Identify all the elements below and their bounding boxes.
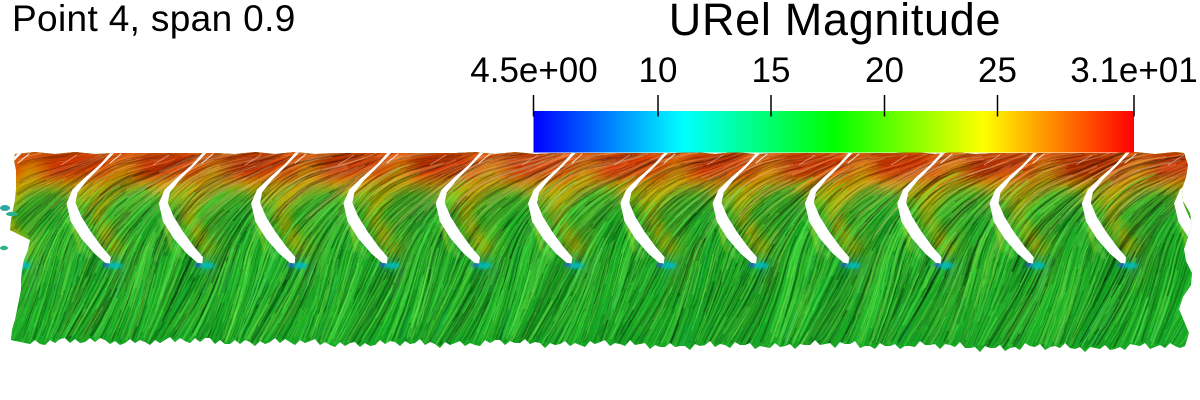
svg-text:Point 4, span 0.9: Point 4, span 0.9 bbox=[12, 0, 296, 39]
svg-text:20: 20 bbox=[865, 51, 904, 90]
svg-text:10: 10 bbox=[639, 51, 678, 90]
svg-text:3.1e+01: 3.1e+01 bbox=[1070, 51, 1198, 90]
svg-text:4.5e+00: 4.5e+00 bbox=[470, 51, 598, 90]
svg-text:15: 15 bbox=[752, 51, 791, 90]
svg-text:URel Magnitude: URel Magnitude bbox=[669, 0, 1001, 45]
svg-text:25: 25 bbox=[978, 51, 1017, 90]
